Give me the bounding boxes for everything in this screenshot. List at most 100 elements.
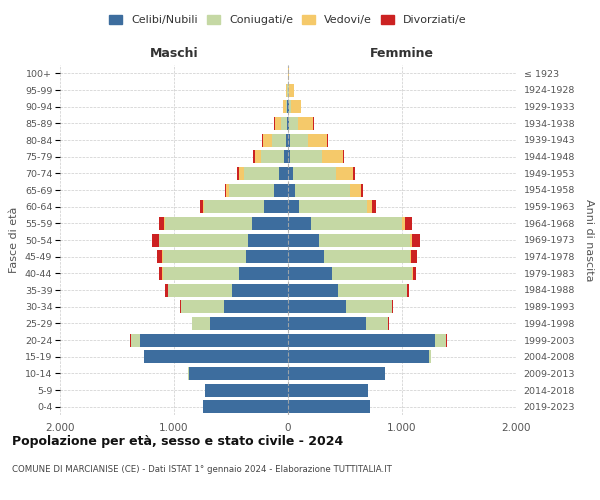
Text: COMUNE DI MARCIANISE (CE) - Dati ISTAT 1° gennaio 2024 - Elaborazione TUTTITALIA: COMUNE DI MARCIANISE (CE) - Dati ISTAT 1… (12, 465, 392, 474)
Bar (263, 134, 272, 146)
Bar (365, 317, 388, 330)
Bar (288, 350, 430, 363)
Y-axis label: Anni di nascita: Anni di nascita (584, 198, 593, 281)
Bar (298, 117, 313, 130)
Bar (288, 267, 332, 280)
Bar (435, 334, 446, 346)
Bar (288, 184, 295, 196)
Bar (290, 150, 322, 163)
Bar (131, 334, 140, 346)
Bar (205, 384, 288, 396)
Bar (288, 150, 290, 163)
Text: Maschi: Maschi (149, 47, 199, 60)
Text: Femmine: Femmine (370, 47, 434, 60)
Legend: Celibi/Nubili, Coniugati/e, Vedovi/e, Divorziati/e: Celibi/Nubili, Coniugati/e, Vedovi/e, Di… (105, 10, 471, 30)
Bar (338, 284, 407, 296)
Bar (159, 234, 248, 246)
Bar (410, 234, 412, 246)
Bar (281, 117, 287, 130)
Bar (279, 167, 288, 180)
Bar (272, 134, 286, 146)
Bar (251, 217, 288, 230)
Bar (405, 217, 412, 230)
Bar (289, 117, 298, 130)
Bar (264, 200, 288, 213)
Bar (288, 367, 385, 380)
Bar (165, 217, 251, 230)
Bar (402, 217, 405, 230)
Bar (293, 167, 336, 180)
Bar (288, 134, 290, 146)
Bar (181, 300, 224, 313)
Bar (346, 300, 392, 313)
Bar (166, 284, 168, 296)
Bar (288, 334, 435, 346)
Bar (157, 250, 162, 263)
Bar (261, 150, 284, 163)
Bar (407, 284, 409, 296)
Bar (292, 100, 301, 113)
Bar (319, 234, 410, 246)
Bar (203, 400, 288, 413)
Bar (288, 317, 365, 330)
Bar (158, 217, 164, 230)
Bar (239, 267, 288, 280)
Bar (286, 100, 287, 113)
Bar (308, 134, 328, 146)
Bar (283, 100, 286, 113)
Bar (288, 250, 325, 263)
Bar (288, 400, 370, 413)
Bar (246, 250, 288, 263)
Bar (189, 367, 288, 380)
Bar (288, 234, 319, 246)
Bar (163, 267, 239, 280)
Bar (373, 200, 376, 213)
Bar (288, 200, 299, 213)
Bar (287, 117, 288, 130)
Bar (361, 184, 362, 196)
Bar (288, 300, 346, 313)
Bar (237, 167, 239, 180)
Bar (322, 150, 343, 163)
Bar (192, 317, 211, 330)
Bar (299, 200, 367, 213)
Bar (145, 350, 288, 363)
Bar (289, 100, 292, 113)
Bar (253, 150, 255, 163)
Bar (353, 167, 355, 180)
Bar (152, 234, 158, 246)
Bar (288, 117, 289, 130)
Bar (410, 250, 411, 263)
Bar (244, 167, 279, 180)
Bar (290, 134, 308, 146)
Bar (392, 300, 394, 313)
Bar (163, 250, 246, 263)
Bar (140, 334, 288, 346)
Bar (274, 184, 288, 196)
Bar (159, 267, 162, 280)
Bar (180, 300, 181, 313)
Bar (288, 217, 311, 230)
Bar (203, 200, 264, 213)
Bar (286, 84, 287, 96)
Bar (343, 150, 344, 163)
Text: Popolazione per età, sesso e stato civile - 2024: Popolazione per età, sesso e stato civil… (12, 435, 343, 448)
Bar (275, 117, 281, 130)
Bar (413, 267, 416, 280)
Bar (229, 184, 274, 196)
Bar (288, 384, 368, 396)
Bar (168, 284, 232, 296)
Y-axis label: Fasce di età: Fasce di età (9, 207, 19, 273)
Bar (288, 284, 338, 296)
Bar (367, 200, 373, 213)
Bar (289, 84, 294, 96)
Bar (232, 284, 288, 296)
Bar (311, 217, 402, 230)
Bar (411, 250, 417, 263)
Bar (295, 184, 350, 196)
Bar (336, 167, 353, 180)
Bar (430, 350, 431, 363)
Bar (325, 250, 410, 263)
Bar (200, 200, 203, 213)
Bar (226, 184, 229, 196)
